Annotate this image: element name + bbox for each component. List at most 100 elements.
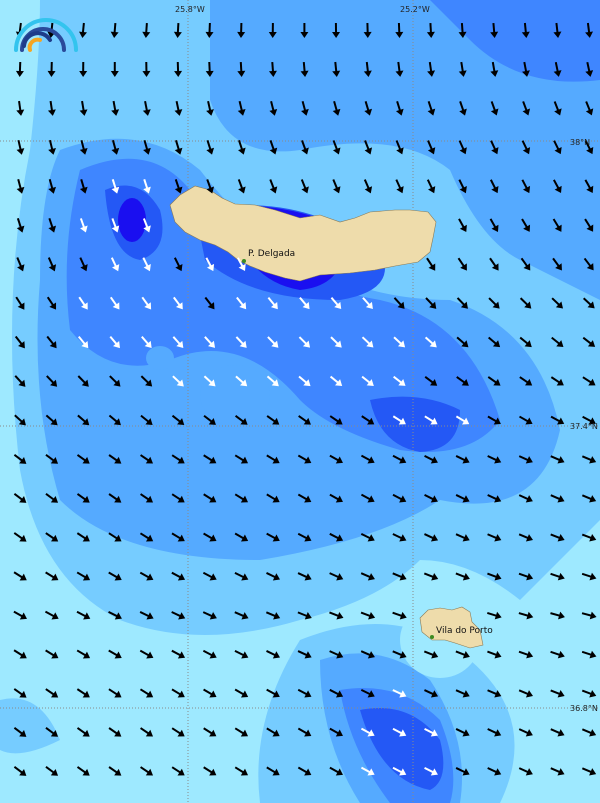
wind-arrow-icon bbox=[521, 179, 531, 194]
latitude-label: 37.4°N bbox=[570, 422, 598, 431]
wind-arrow-icon bbox=[300, 61, 309, 77]
wind-arrow-icon bbox=[45, 493, 59, 503]
wind-arrow-icon bbox=[332, 22, 341, 38]
wind-arrow-icon bbox=[237, 100, 246, 116]
place-label-vila-do-porto[interactable]: Vila do Porto bbox=[436, 626, 493, 636]
wind-arrow-icon bbox=[203, 727, 217, 737]
wind-arrow-icon bbox=[456, 376, 469, 386]
wind-arrow-icon bbox=[266, 532, 280, 542]
wind-arrow-icon bbox=[330, 297, 342, 310]
wind-arrow-icon bbox=[392, 650, 407, 659]
wind-arrow-icon bbox=[487, 376, 501, 386]
wind-arrow-icon bbox=[234, 493, 249, 503]
wind-arrow-icon bbox=[487, 494, 502, 503]
longitude-label: 25.2°W bbox=[400, 5, 430, 14]
wind-arrow-icon bbox=[79, 22, 87, 38]
wind-arrow-icon bbox=[455, 455, 470, 464]
wind-arrow-icon bbox=[297, 493, 312, 503]
wind-arrow-icon bbox=[171, 493, 185, 503]
wind-arrow-icon bbox=[395, 140, 404, 155]
wind-arrow-icon bbox=[48, 139, 56, 155]
wind-arrow-icon bbox=[108, 610, 122, 620]
wind-arrow-icon bbox=[203, 532, 217, 542]
wind-arrow-icon bbox=[171, 766, 185, 776]
wind-arrow-icon bbox=[110, 61, 119, 77]
wind-arrow-icon bbox=[205, 22, 214, 38]
wind-arrow-icon bbox=[550, 376, 564, 386]
wind-arrow-icon bbox=[140, 414, 153, 426]
wind-arrow-icon bbox=[552, 257, 562, 271]
wind-arrow-icon bbox=[425, 297, 437, 309]
wind-arrow-icon bbox=[360, 572, 375, 581]
wind-arrow-icon bbox=[203, 454, 217, 464]
wind-arrow-icon bbox=[79, 218, 88, 233]
wind-arrow-icon bbox=[142, 22, 151, 38]
wind-arrow-icon bbox=[582, 297, 595, 309]
wind-arrow-icon bbox=[297, 766, 312, 776]
wind-arrow-icon bbox=[392, 572, 407, 581]
wind-arrow-icon bbox=[518, 767, 533, 776]
water-zone-5 bbox=[118, 198, 146, 242]
wind-arrow-icon bbox=[456, 336, 469, 348]
wind-arrow-icon bbox=[550, 611, 565, 620]
wind-arrow-icon bbox=[551, 336, 564, 347]
wind-arrow-icon bbox=[582, 376, 596, 386]
wind-arrow-icon bbox=[139, 688, 154, 698]
wind-arrow-icon bbox=[235, 336, 247, 348]
wind-arrow-icon bbox=[393, 336, 406, 348]
wind-arrow-icon bbox=[519, 415, 533, 425]
wind-arrow-icon bbox=[204, 336, 216, 348]
wind-arrow-icon bbox=[266, 727, 280, 737]
wind-arrow-icon bbox=[518, 689, 533, 698]
wind-arrow-icon bbox=[297, 727, 312, 737]
wind-arrow-icon bbox=[14, 414, 26, 426]
wind-arrow-icon bbox=[489, 179, 499, 194]
wind-arrow-icon bbox=[267, 336, 279, 348]
wind-arrow-icon bbox=[301, 140, 309, 155]
wind-arrow-icon bbox=[581, 533, 597, 542]
wind-arrow-icon bbox=[521, 218, 531, 232]
wind-arrow-icon bbox=[489, 257, 499, 271]
island-santa-maria[interactable] bbox=[419, 606, 484, 649]
wind-arrow-icon bbox=[47, 257, 57, 272]
wind-arrow-icon bbox=[16, 257, 25, 272]
wind-arrow-icon bbox=[266, 572, 281, 581]
wind-arrow-icon bbox=[424, 493, 438, 503]
wind-arrow-icon bbox=[139, 611, 154, 620]
wind-arrow-icon bbox=[111, 218, 120, 233]
wind-arrow-icon bbox=[15, 296, 25, 310]
place-label-p-delgada[interactable]: P. Delgada bbox=[248, 249, 296, 259]
wind-arrow-icon bbox=[332, 100, 341, 116]
wind-arrow-icon bbox=[268, 61, 277, 77]
wind-arrow-icon bbox=[584, 140, 594, 155]
wind-arrow-icon bbox=[299, 296, 310, 310]
wind-arrow-icon bbox=[13, 532, 27, 542]
wind-arrow-icon bbox=[76, 610, 91, 620]
wind-arrow-icon bbox=[458, 179, 467, 194]
wind-arrow-icon bbox=[13, 492, 27, 503]
wind-arrow-icon bbox=[236, 257, 246, 272]
wind-arrow-icon bbox=[455, 767, 470, 776]
wind-arrow-icon bbox=[266, 688, 280, 698]
wind-arrow-icon bbox=[46, 375, 58, 387]
wind-arrow-icon bbox=[238, 140, 246, 155]
wind-arrow-icon bbox=[79, 100, 88, 116]
wind-arrow-icon bbox=[583, 257, 594, 271]
island-sao-miguel[interactable] bbox=[169, 185, 437, 282]
wind-arrow-icon bbox=[297, 572, 312, 581]
wind-arrow-icon bbox=[298, 375, 311, 387]
water-zone-1b bbox=[0, 698, 60, 754]
wind-arrow-icon bbox=[266, 375, 279, 387]
wind-arrow-icon bbox=[300, 23, 309, 38]
wind-arrow-icon bbox=[109, 336, 120, 349]
wind-arrow-icon bbox=[518, 494, 533, 503]
water-zone-4c bbox=[370, 396, 460, 452]
wind-arrow-icon bbox=[13, 610, 27, 620]
wind-arrow-icon bbox=[298, 336, 311, 348]
wind-arrow-icon bbox=[550, 455, 565, 464]
wind-arrow-icon bbox=[329, 415, 343, 425]
wind-arrow-icon bbox=[392, 766, 407, 776]
